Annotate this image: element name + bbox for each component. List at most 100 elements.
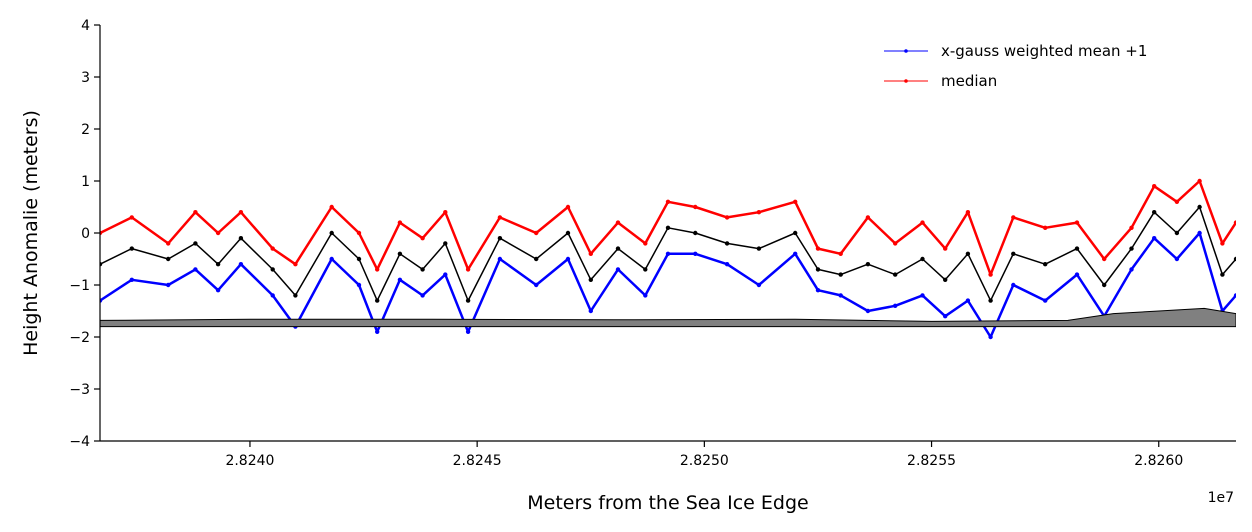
series-0-point-11 [397,277,403,282]
series-1-point-30 [920,220,925,225]
series-0-point-17 [565,256,571,262]
series-1-point-34 [1011,215,1016,220]
series-2-point-29 [893,272,898,277]
series-2-point-6 [270,267,275,272]
series-1-point-18 [588,251,593,256]
series-line-2 [100,206,1236,302]
x-tick-label: 2.8255 [907,453,956,469]
series-2-point-28 [865,262,871,267]
series-2-point-24 [756,246,762,251]
series-line-0 [100,231,1236,339]
series-2-point-35 [1043,262,1048,267]
series-2-point-41 [1197,204,1202,210]
series-1-point-22 [693,204,698,210]
series-0-point-21 [665,251,671,256]
series-2-point-25 [793,230,798,236]
series-0-point-13 [443,272,448,277]
series-2-point-20 [643,267,648,272]
y-tick-label: −4 [69,434,90,450]
series-1-point-7 [293,262,298,267]
series-0-point-18 [588,308,593,314]
series-0-point-31 [943,314,948,319]
series-2-point-16 [534,256,539,262]
series-1-point-33 [988,272,993,277]
series-0-point-34 [1011,282,1016,288]
series-1-point-10 [375,267,380,272]
series-0-point-32 [965,298,971,303]
series-2-point-19 [615,246,621,251]
series-0-point-29 [893,303,898,308]
series-0-point-40 [1174,256,1180,262]
series-2-point-9 [356,256,362,262]
series-2-point-30 [920,256,925,262]
series-2-point-17 [565,230,571,236]
series-2-point-37 [1102,282,1107,288]
y-tick-label: −3 [69,382,90,398]
series-1-point-3 [193,210,198,215]
series-0-point-25 [793,251,798,256]
series-2-point-7 [293,293,298,298]
series-1-point-2 [166,241,171,246]
y-tick-label: 4 [81,18,90,34]
series-2-point-10 [375,298,380,303]
series-area-3 [100,307,1236,328]
x-axis-title: Meters from the Sea Ice Edge [527,492,808,514]
series-2-point-39 [1152,210,1157,215]
series-0-point-33 [988,334,993,340]
series-2-point-3 [193,241,198,246]
series-2-point-43 [1233,256,1236,262]
series-2-point-12 [420,267,425,272]
series-2-point-22 [693,230,698,236]
y-tick-label: −1 [69,278,90,294]
series-0-point-20 [643,293,648,298]
series-0-point-14 [465,329,471,334]
series-0-point-43 [1233,293,1236,298]
series-1-point-23 [724,215,730,220]
series-1-point-36 [1074,220,1080,225]
legend-marker-mean [904,49,908,53]
x-tick-label: 2.8250 [680,453,729,469]
series-1-point-1 [129,215,134,220]
series-1-point-15 [497,215,503,220]
series-2-point-36 [1074,246,1080,251]
y-tick-label: 2 [81,122,90,138]
series-1-point-38 [1129,225,1134,230]
series-0-point-19 [615,267,621,272]
series-1-point-9 [356,230,362,236]
series-0-point-2 [166,282,171,288]
x-offset-label: 1e7 [1208,490,1234,506]
series-2-point-14 [465,298,471,303]
series-2-point-23 [724,241,730,246]
series-1-point-14 [465,267,471,272]
series-line-1 [100,179,1236,276]
x-tick-label: 2.8245 [453,453,502,469]
series-0-point-1 [129,277,134,282]
legend-label-median: median [941,72,997,90]
y-tick-label: −2 [69,330,90,346]
series-2-point-38 [1129,246,1134,251]
series-2-point-13 [443,241,448,246]
series-1-point-17 [565,204,571,210]
y-tick-label: 0 [81,226,90,242]
series-1-point-25 [793,199,798,204]
plot-area [100,178,1236,340]
series-0-point-6 [270,293,275,298]
series-1-point-41 [1197,178,1202,184]
series-1-point-13 [443,210,448,215]
series-1-point-31 [943,246,948,251]
axes: −4 −3 −2 −1 0 1 2 3 4 2.8240 2.8245 2.8250 2.8255 2.8… [69,18,1236,469]
series-0-point-39 [1152,236,1157,241]
series-0-point-22 [693,251,698,256]
series-1-point-8 [329,204,334,210]
series-0-point-26 [815,288,821,293]
series-0-point-41 [1197,230,1202,236]
series-1-point-37 [1102,256,1107,262]
series-2-point-18 [588,277,593,282]
series-0-point-8 [329,256,334,262]
series-0-point-16 [534,282,539,288]
series-2-point-32 [965,251,971,256]
series-2-point-2 [166,256,171,262]
series-1-point-4 [215,230,221,236]
series-1-point-28 [865,215,871,220]
